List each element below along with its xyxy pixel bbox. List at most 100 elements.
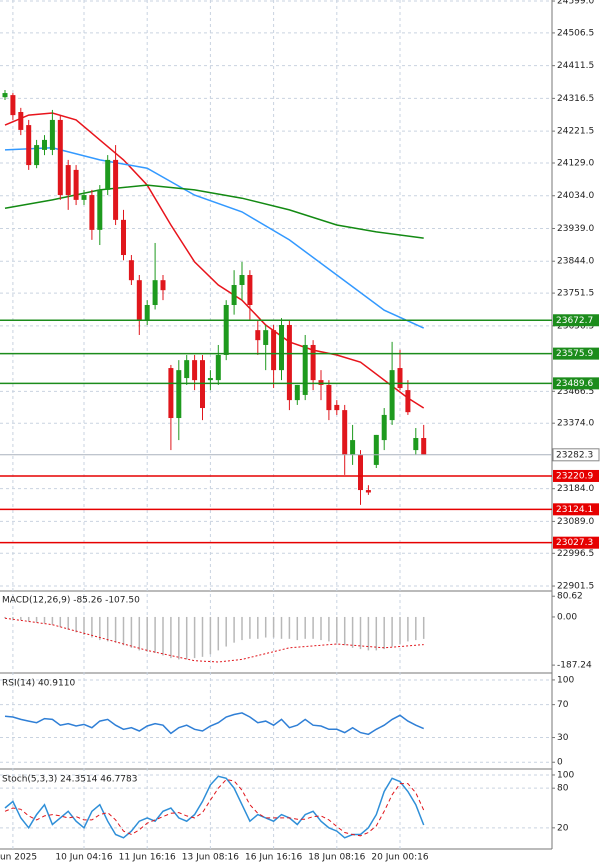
candle-body <box>397 368 403 389</box>
candle-body <box>2 93 8 98</box>
candle-body <box>81 195 87 200</box>
indicator-line <box>4 147 425 329</box>
candle-body <box>42 139 47 150</box>
candle-body <box>294 384 300 401</box>
level-label: 23027.3 <box>556 538 593 548</box>
level-label: 23220.9 <box>556 471 593 481</box>
level-label-box <box>553 377 599 390</box>
candle-body <box>207 378 213 381</box>
candle-body <box>223 304 229 355</box>
candle-body <box>113 159 119 220</box>
candle-body <box>34 145 40 166</box>
candle-body <box>381 414 387 441</box>
candle-body <box>10 95 16 116</box>
x-tick-label: 10 Jun 04:16 <box>55 853 112 863</box>
candle-body <box>26 125 32 166</box>
candle-body <box>421 438 427 455</box>
candle-body <box>255 330 261 341</box>
y-tick-label: 30 <box>557 733 569 743</box>
candle-body <box>73 169 79 200</box>
y-tick-label: 22996.5 <box>557 549 594 559</box>
candle-body <box>152 280 158 305</box>
candle-body <box>192 360 198 381</box>
level-label-box <box>553 469 599 482</box>
candle-body <box>49 119 55 150</box>
x-tick-label: 20 Jun 00:16 <box>371 853 428 863</box>
candle-body <box>389 370 395 421</box>
candle-body <box>413 438 419 451</box>
indicator-line <box>4 779 425 837</box>
candle-body <box>18 112 24 130</box>
indicator-line <box>4 617 424 663</box>
y-tick-label: 0 <box>557 758 563 768</box>
candle-body <box>263 330 269 345</box>
y-tick-label: 23374.0 <box>557 419 594 429</box>
last-price-box <box>552 448 600 462</box>
y-tick-label: 23184.0 <box>557 484 594 494</box>
x-tick-label: 16 Jun 16:16 <box>245 853 302 863</box>
y-tick-label: 24411.5 <box>557 61 594 71</box>
y-tick-label: 80.62 <box>557 592 583 602</box>
y-tick-label: 100 <box>557 675 574 685</box>
y-tick-label: 23751.5 <box>557 289 594 299</box>
candle-body <box>215 354 221 381</box>
level-label: 23124.1 <box>556 505 593 515</box>
y-tick-label: 23656.5 <box>557 321 594 331</box>
candle-body <box>89 195 95 230</box>
y-tick-label: 23939.0 <box>557 224 594 234</box>
candle-body <box>350 440 356 455</box>
candle-body <box>365 490 371 493</box>
candle-body <box>231 285 237 305</box>
level-label-box <box>553 503 599 516</box>
y-tick-label: 24506.5 <box>557 28 594 38</box>
y-tick-label: 24034.0 <box>557 191 594 201</box>
candle-body <box>318 380 324 385</box>
candle-body <box>176 370 182 419</box>
y-tick-label: 23466.5 <box>557 387 594 397</box>
candle-body <box>128 260 134 281</box>
last-price-label: 23282.3 <box>556 450 593 460</box>
indicator-title: RSI(14) 40.9110 <box>2 679 75 689</box>
x-tick-label: 9 Jun 2025 <box>0 853 37 863</box>
y-tick-label: 22901.5 <box>557 582 594 592</box>
x-tick-label: 13 Jun 08:16 <box>182 853 239 863</box>
candle-body <box>65 165 71 196</box>
level-label-box <box>553 314 599 327</box>
candle-body <box>286 324 292 401</box>
y-tick-label: 100 <box>557 770 574 780</box>
level-label-box <box>553 536 599 549</box>
y-tick-label: 80 <box>557 784 569 794</box>
candle-body <box>97 189 103 230</box>
candle-body <box>373 434 379 465</box>
y-tick-label: 24599.0 <box>557 0 594 7</box>
candle-body <box>184 360 190 379</box>
y-tick-label: 24221.5 <box>557 127 594 137</box>
candle-body <box>302 344 308 395</box>
candle-body <box>405 390 411 413</box>
y-tick-label: -187.24 <box>557 661 592 671</box>
indicator-title: Stoch(5,3,3) 24.3514 46.7783 <box>2 775 137 785</box>
y-tick-label: 0.00 <box>557 612 577 622</box>
y-tick-label: 23844.0 <box>557 257 594 267</box>
candle-body <box>136 280 142 321</box>
level-label: 23672.7 <box>556 316 593 326</box>
level-label: 23489.6 <box>556 379 593 389</box>
candle-body <box>121 219 126 256</box>
candle-body <box>168 368 174 419</box>
y-tick-label: 24316.5 <box>557 94 594 104</box>
level-label: 23575.9 <box>556 349 593 359</box>
candle-body <box>144 304 150 321</box>
indicator-title: MACD(12,26,9) -85.26 -107.50 <box>2 596 140 606</box>
x-tick-label: 18 Jun 08:16 <box>308 853 365 863</box>
indicator-line <box>4 112 425 409</box>
level-label-box <box>553 347 599 360</box>
candle-body <box>279 324 284 371</box>
y-tick-label: 20 <box>557 823 569 833</box>
candle-body <box>160 280 166 291</box>
y-tick-label: 23089.0 <box>557 517 594 527</box>
candle-body <box>105 159 111 190</box>
candle-body <box>334 404 340 411</box>
